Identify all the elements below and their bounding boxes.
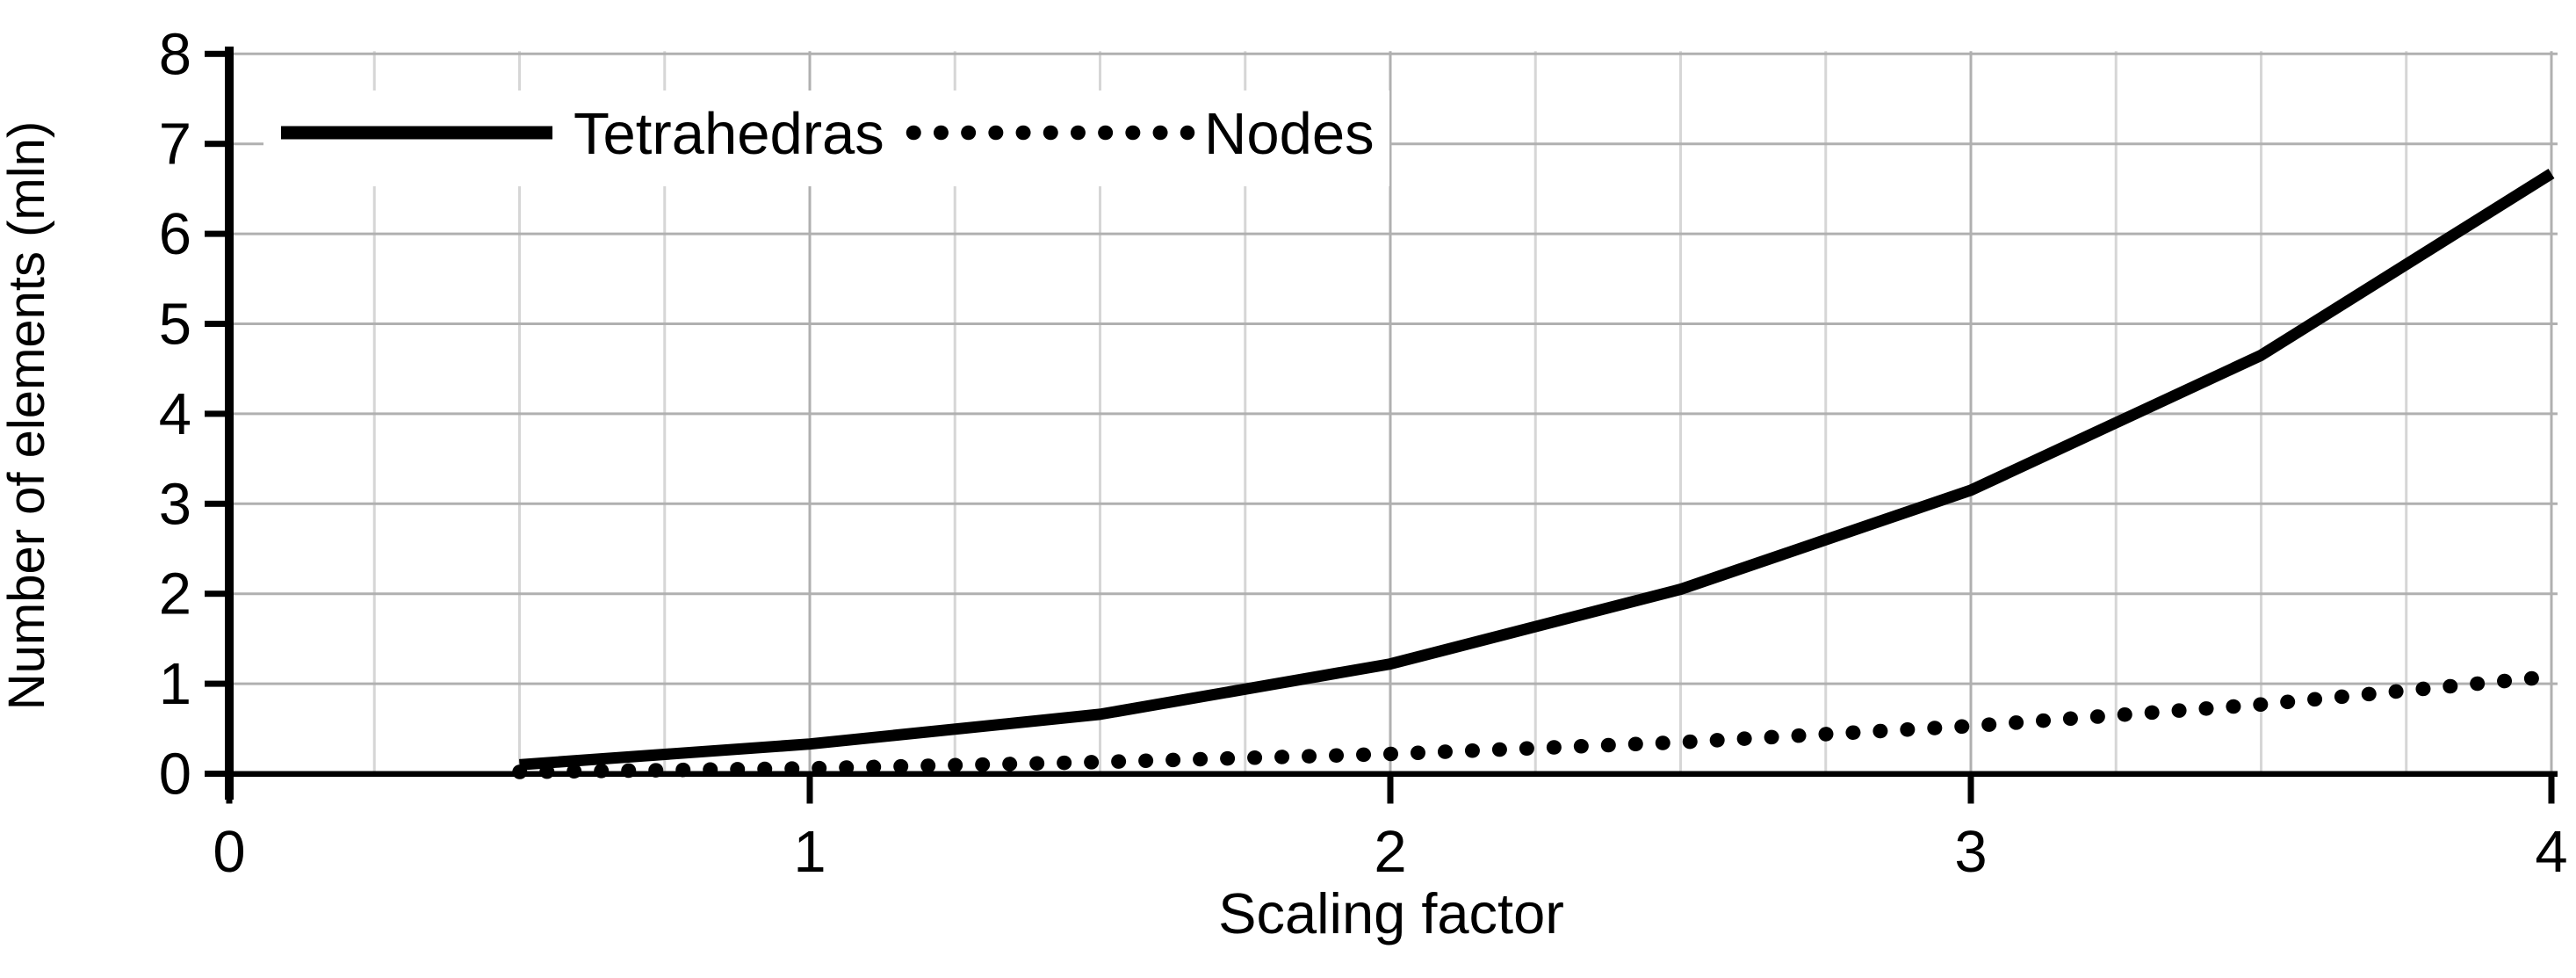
legend-nodes-label: Nodes	[1204, 101, 1375, 167]
y-tick-label: 6	[159, 201, 191, 267]
x-tick-mark	[2548, 776, 2555, 804]
y-tick-label: 0	[159, 742, 191, 808]
y-tick-labels: 0 1 2 3 4 5 6 7 8	[159, 21, 191, 807]
legend: Tetrahedras Nodes	[263, 91, 1389, 186]
x-tick-mark	[1387, 776, 1394, 804]
y-tick-label: 7	[159, 112, 191, 177]
y-tick-mark	[205, 410, 229, 417]
x-tick-label: 3	[1954, 819, 1987, 885]
y-tick-mark	[205, 230, 229, 237]
y-tick-mark	[205, 141, 229, 148]
axes	[205, 47, 2558, 804]
y-axis-spine	[225, 47, 234, 800]
y-tick-mark	[205, 771, 229, 777]
x-tick-mark	[226, 776, 233, 804]
x-tick-label: 0	[213, 819, 245, 885]
y-tick-label: 8	[159, 21, 191, 87]
x-tick-mark	[1967, 776, 1974, 804]
y-tick-label: 1	[159, 651, 191, 717]
legend-tetrahedras-label: Tetrahedras	[574, 101, 884, 167]
tetrahedras-line	[519, 168, 2555, 771]
y-tick-mark	[205, 500, 229, 507]
y-tick-mark	[205, 321, 229, 327]
y-tick-label: 4	[159, 381, 191, 447]
y-tick-mark	[205, 680, 229, 687]
y-tick-mark	[205, 50, 229, 57]
x-tick-label: 1	[793, 819, 826, 885]
x-axis-spine	[225, 771, 2558, 777]
y-tick-label: 3	[159, 471, 191, 537]
nodes-line	[512, 669, 2559, 779]
y-tick-mark	[205, 590, 229, 598]
x-tick-labels: 0 1 2 3 4	[213, 819, 2567, 885]
x-tick-label: 4	[2535, 819, 2567, 885]
x-axis-label: Scaling factor	[1218, 881, 1564, 945]
y-tick-label: 5	[159, 292, 191, 358]
x-tick-label: 2	[1374, 819, 1406, 885]
y-axis-label: Number of elements (mln)	[0, 121, 55, 710]
x-tick-mark	[806, 776, 813, 804]
y-tick-label: 2	[159, 561, 191, 627]
